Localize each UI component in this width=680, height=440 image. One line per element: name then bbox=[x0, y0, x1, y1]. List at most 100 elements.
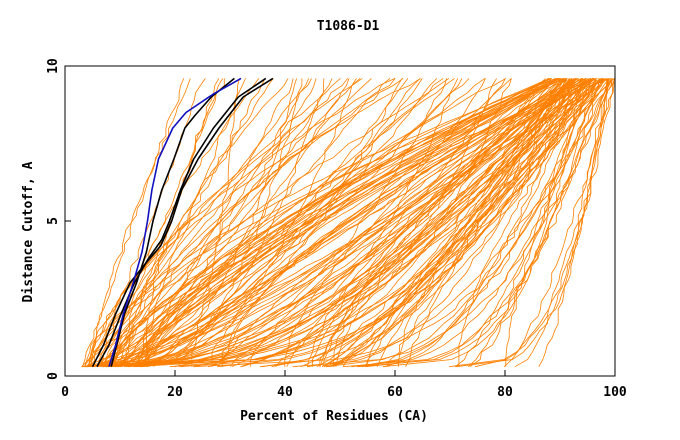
model-curve bbox=[307, 78, 612, 368]
model-curve bbox=[142, 78, 463, 368]
y-tick-label: 5 bbox=[46, 217, 61, 225]
x-tick-label: 20 bbox=[167, 385, 183, 400]
y-tick-label: 0 bbox=[46, 372, 61, 380]
model-curve bbox=[105, 78, 450, 367]
model-curve bbox=[357, 78, 593, 368]
model-curve bbox=[153, 78, 595, 367]
model-curve bbox=[114, 78, 506, 368]
model-curve bbox=[505, 78, 612, 367]
model-curve bbox=[174, 78, 587, 368]
model-curve bbox=[92, 78, 297, 368]
y-axis-label: Distance Cutoff, A bbox=[21, 161, 36, 302]
model-curve bbox=[136, 78, 423, 368]
model-curve bbox=[120, 78, 349, 367]
model-curve bbox=[97, 78, 341, 367]
model-curve bbox=[210, 78, 594, 368]
model-curve bbox=[326, 78, 577, 368]
highlight-curve-black-1 bbox=[91, 77, 274, 368]
x-axis-label: Percent of Residues (CA) bbox=[240, 409, 428, 424]
model-curve bbox=[193, 78, 600, 368]
model-curve bbox=[221, 78, 602, 367]
model-curve bbox=[191, 78, 594, 367]
model-curve bbox=[468, 78, 611, 367]
model-curve bbox=[126, 78, 611, 367]
highlight-curve-black-0 bbox=[96, 77, 267, 368]
model-curves bbox=[81, 78, 615, 368]
model-curve bbox=[130, 78, 549, 367]
model-curve bbox=[538, 78, 612, 367]
model-curve bbox=[110, 78, 274, 367]
model-curve bbox=[99, 78, 404, 367]
model-curve bbox=[335, 78, 605, 367]
model-curve bbox=[87, 78, 607, 368]
x-tick-label: 80 bbox=[497, 385, 513, 400]
x-tick-label: 40 bbox=[277, 385, 293, 400]
model-curve bbox=[133, 78, 566, 367]
model-curve bbox=[128, 78, 568, 368]
y-tick-label: 10 bbox=[46, 58, 61, 74]
model-curve bbox=[104, 78, 224, 367]
model-curve bbox=[275, 78, 594, 367]
model-curve bbox=[514, 78, 615, 368]
model-curve bbox=[306, 78, 586, 367]
highlight-curve-blue-3 bbox=[108, 77, 242, 367]
model-curve bbox=[88, 78, 421, 367]
model-curve bbox=[454, 78, 603, 368]
highlight-curve-black-2 bbox=[110, 77, 235, 367]
model-curve bbox=[124, 78, 396, 367]
model-curve bbox=[100, 78, 559, 367]
model-curve bbox=[131, 78, 568, 367]
model-curve bbox=[458, 78, 605, 367]
model-curve bbox=[83, 78, 587, 367]
model-curve bbox=[100, 78, 550, 367]
model-curve bbox=[117, 78, 571, 368]
model-curve bbox=[300, 78, 570, 368]
model-curve bbox=[119, 78, 455, 367]
model-curve bbox=[169, 78, 568, 368]
model-curve bbox=[231, 78, 607, 368]
model-curve bbox=[108, 78, 572, 368]
model-curve bbox=[322, 78, 582, 367]
model-curve bbox=[88, 78, 363, 367]
highlighted-curves bbox=[91, 77, 274, 368]
model-curve bbox=[343, 78, 601, 368]
model-curve bbox=[503, 78, 615, 367]
model-curve bbox=[103, 78, 566, 368]
model-curve bbox=[143, 78, 560, 367]
model-curve bbox=[217, 78, 593, 367]
model-curve bbox=[92, 78, 560, 367]
model-curve bbox=[367, 78, 607, 367]
x-tick-label: 100 bbox=[603, 385, 627, 400]
model-curve bbox=[342, 78, 615, 367]
chart-title: T1086-D1 bbox=[317, 19, 380, 34]
model-curve bbox=[286, 78, 575, 367]
model-curve bbox=[386, 78, 568, 367]
model-curve bbox=[207, 78, 594, 368]
y-axis-ticks: 0 5 10 bbox=[46, 58, 71, 380]
model-curve bbox=[115, 78, 448, 368]
model-curve bbox=[90, 78, 396, 367]
model-curve bbox=[91, 78, 604, 368]
model-curve bbox=[455, 78, 608, 368]
model-curve bbox=[319, 78, 566, 367]
model-curve bbox=[97, 78, 583, 368]
model-curve bbox=[137, 78, 559, 367]
model-curve bbox=[364, 78, 604, 367]
model-curve bbox=[194, 78, 604, 368]
model-curve bbox=[361, 78, 597, 368]
model-curve bbox=[259, 78, 589, 368]
model-curve bbox=[110, 78, 563, 367]
model-curve bbox=[211, 78, 598, 367]
x-tick-label: 0 bbox=[61, 385, 69, 400]
x-tick-label: 60 bbox=[387, 385, 403, 400]
x-axis-ticks: 0 20 40 60 80 100 bbox=[61, 370, 627, 400]
model-curve bbox=[179, 78, 576, 368]
model-curve bbox=[84, 78, 562, 367]
model-curve bbox=[125, 78, 289, 367]
model-curve bbox=[88, 78, 191, 367]
model-curve bbox=[137, 78, 246, 367]
model-curve bbox=[113, 78, 409, 368]
model-curve bbox=[113, 78, 564, 367]
model-curve bbox=[104, 78, 560, 367]
